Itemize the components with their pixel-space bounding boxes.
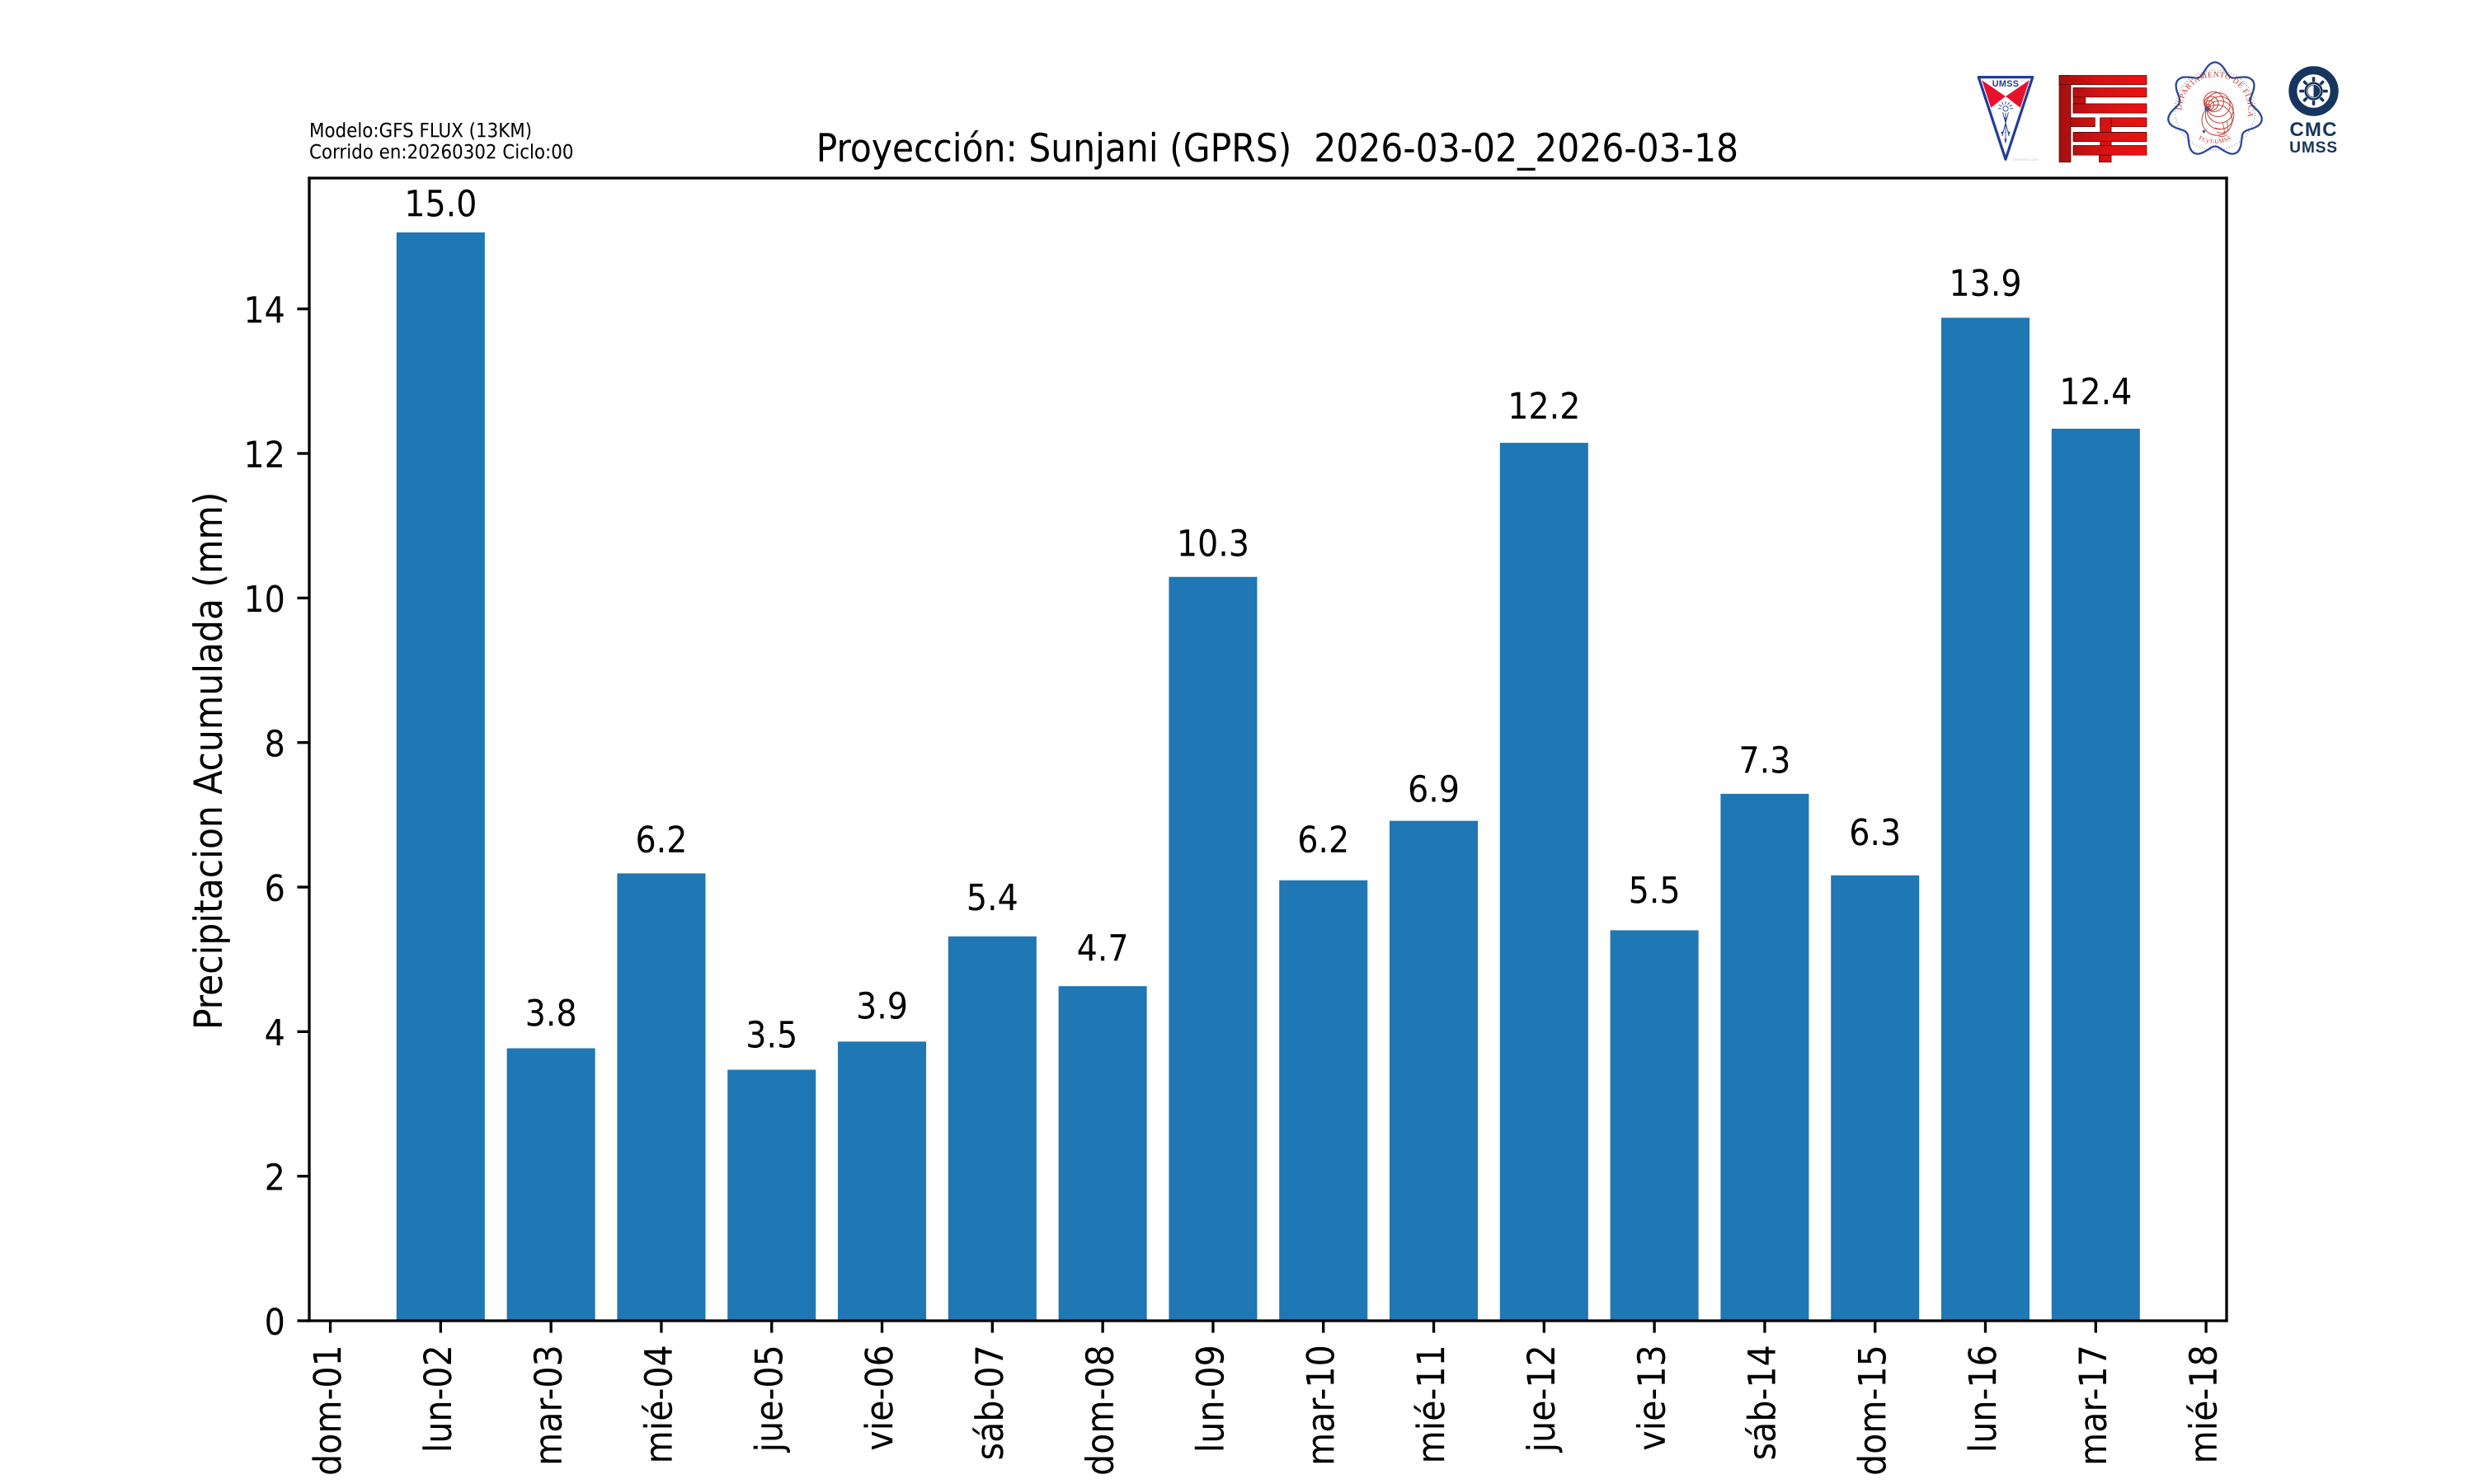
- svg-text:UMSS: UMSS: [1992, 79, 2019, 89]
- svg-text:predictivo.com: predictivo.com: [2013, 157, 2039, 162]
- svg-text:CMC: CMC: [2289, 119, 2337, 141]
- svg-text:UMSS: UMSS: [2289, 139, 2338, 157]
- svg-text:FCyT-UMSS: FCyT-UMSS: [2198, 134, 2232, 145]
